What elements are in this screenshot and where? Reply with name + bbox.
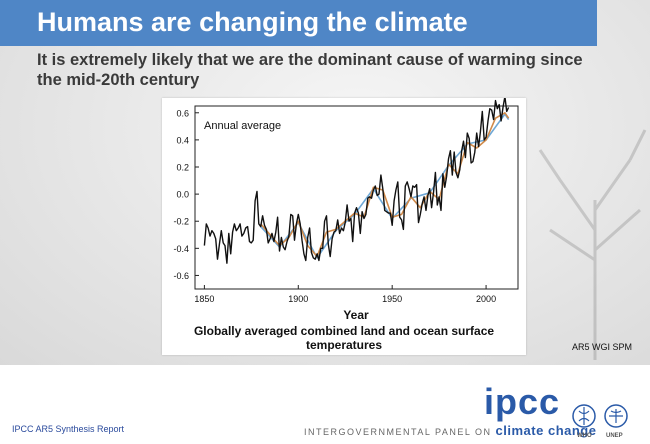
orange-series-line	[260, 112, 510, 258]
footer: IPCC AR5 Synthesis Report ipcc INTERGOVE…	[0, 365, 650, 444]
slide-subtitle: It is extremely likely that we are the d…	[37, 51, 583, 89]
source-note: AR5 WGI SPM	[572, 342, 633, 352]
title-bar: Humans are changing the climate	[0, 0, 597, 46]
y-tick-label: -0.4	[173, 244, 189, 254]
y-tick-label: 0.0	[176, 190, 189, 200]
report-label: IPCC AR5 Synthesis Report	[12, 424, 125, 434]
chart-card: -0.6 -0.4 -0.2 0.0 0.2 0.4 0.6 1850 1900 1950 200…	[162, 98, 526, 355]
tree-silhouette-image	[538, 129, 647, 360]
who-logo-icon	[572, 404, 596, 428]
x-tick-label: 1900	[288, 294, 308, 304]
x-tick-label: 1950	[382, 294, 402, 304]
who-label: WHO	[577, 433, 592, 439]
temperature-chart: -0.6 -0.4 -0.2 0.0 0.2 0.4 0.6 1850 1900 1950 200…	[173, 98, 519, 322]
slide-title: Humans are changing the climate	[37, 7, 468, 37]
y-tick-label: 0.6	[176, 108, 189, 118]
ipcc-wordmark: ipcc	[484, 381, 561, 422]
y-tick-label: 0.4	[176, 135, 189, 145]
plot-frame	[194, 105, 519, 290]
chart-caption: Globally averaged combined land and ocea…	[193, 324, 495, 352]
x-tick-label: 1850	[194, 294, 214, 304]
x-tick-label: 2000	[476, 294, 496, 304]
x-axis-label: Year	[343, 308, 369, 322]
ipcc-climate-change: climate change	[495, 423, 597, 438]
ipcc-full-name: INTERGOVERNMENTAL PANEL ON climate chang…	[304, 423, 596, 438]
y-tick-label: 0.2	[176, 163, 189, 173]
unep-logo-icon	[604, 404, 628, 428]
ipcc-full-prefix: INTERGOVERNMENTAL PANEL ON	[304, 427, 492, 437]
black-series-line	[203, 98, 510, 264]
y-tick-label: -0.6	[173, 271, 189, 281]
y-tick-label: -0.2	[173, 217, 189, 227]
chart-title: Annual average	[204, 120, 281, 132]
unep-label: UNEP	[606, 433, 623, 439]
